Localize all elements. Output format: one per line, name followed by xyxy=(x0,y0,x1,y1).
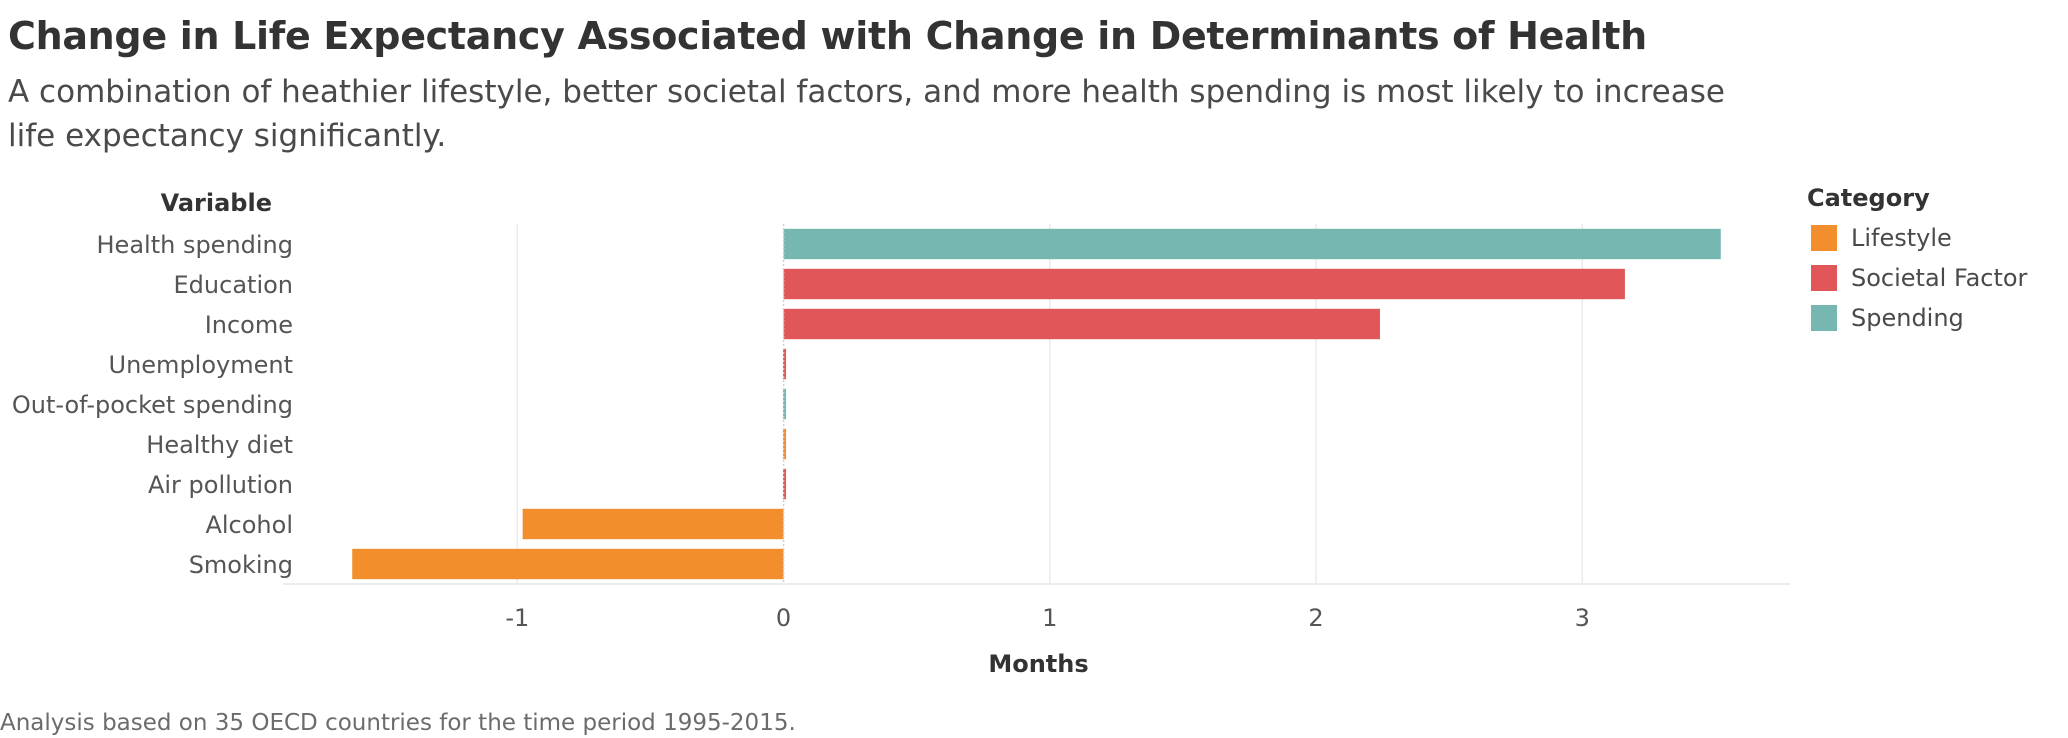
bar xyxy=(522,508,784,540)
bar xyxy=(352,548,784,580)
category-label: Healthy diet xyxy=(146,431,293,459)
x-tick-label: 2 xyxy=(1308,604,1323,632)
bar xyxy=(783,228,1721,260)
x-tick-label: -1 xyxy=(505,604,529,632)
legend-swatch-lifestyle xyxy=(1811,225,1837,251)
legend-item-spending[interactable]: Spending xyxy=(1807,298,2027,338)
legend-title: Category xyxy=(1807,184,1930,212)
legend-label-lifestyle: Lifestyle xyxy=(1851,224,1952,252)
chart-title: Change in Life Expectancy Associated wit… xyxy=(8,14,1647,58)
bar xyxy=(783,388,787,420)
legend-item-societal-factor[interactable]: Societal Factor xyxy=(1807,258,2027,298)
category-label: Income xyxy=(205,311,293,339)
bar xyxy=(783,348,787,380)
bar xyxy=(783,268,1625,300)
x-tick-label: 3 xyxy=(1575,604,1590,632)
legend: Category Lifestyle Societal Factor Spend… xyxy=(1807,184,2027,338)
category-label: Air pollution xyxy=(148,471,293,499)
legend-label-societal-factor: Societal Factor xyxy=(1851,264,2028,292)
y-axis-title: Variable xyxy=(161,189,272,217)
legend-item-lifestyle[interactable]: Lifestyle xyxy=(1807,218,2027,258)
category-label: Health spending xyxy=(97,231,294,259)
x-tick-label: 0 xyxy=(776,604,791,632)
bar xyxy=(783,428,787,460)
legend-label-spending: Spending xyxy=(1851,304,1964,332)
bar-chart: Health spending Education Income Unemployme… xyxy=(12,189,1790,678)
chart-subtitle: A combination of heathier lifestyle, bet… xyxy=(8,74,1725,154)
x-axis-title: Months xyxy=(988,650,1088,678)
bar xyxy=(783,468,787,500)
category-label: Alcohol xyxy=(205,511,293,539)
x-tick-label: 1 xyxy=(1042,604,1057,632)
legend-swatch-spending xyxy=(1811,305,1837,331)
footnote: Analysis based on 35 OECD countries for … xyxy=(0,710,796,736)
legend-swatch-societal-factor xyxy=(1811,265,1837,291)
bar xyxy=(783,308,1380,340)
category-label: Smoking xyxy=(189,551,293,579)
category-label: Education xyxy=(174,271,293,299)
category-label: Unemployment xyxy=(109,351,293,379)
category-label: Out-of-pocket spending xyxy=(12,391,293,419)
